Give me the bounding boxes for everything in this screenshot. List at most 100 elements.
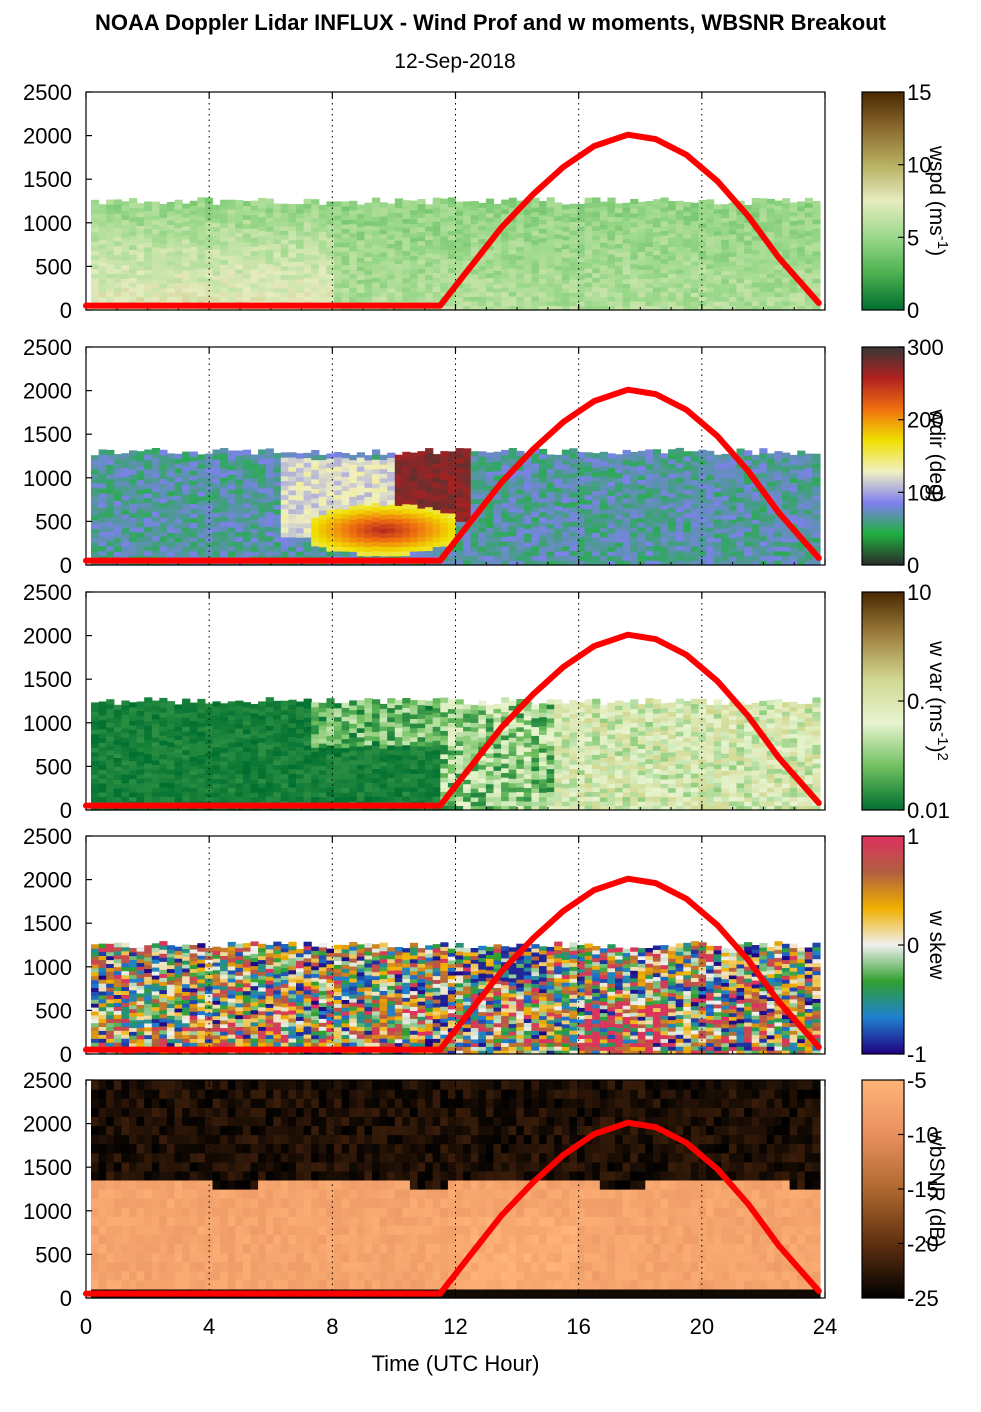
heatmap-cell [561,468,570,475]
heatmap-cell [569,265,578,271]
heatmap-cell [212,526,221,532]
heatmap-cell [159,265,168,271]
heatmap-cell [364,274,373,280]
heatmap-cell [182,208,191,213]
heatmap-cell [523,209,532,215]
heatmap-cell [129,536,138,542]
heatmap-cell [523,254,532,261]
heatmap-cell [599,494,608,500]
heatmap-cell [744,253,753,259]
heatmap-cell [554,532,563,539]
heatmap-cell [766,300,775,306]
heatmap-cell [212,231,221,237]
heatmap-cell [501,245,510,251]
heatmap-cell [713,279,722,285]
heatmap-cell [440,268,449,274]
heatmap-cell [759,472,768,479]
heatmap-cell [782,452,791,458]
heatmap-cell [622,207,631,213]
heatmap-cell [326,201,335,207]
heatmap-cell [447,244,457,250]
heatmap-cell [561,213,570,219]
heatmap-cell [546,253,555,259]
heatmap-cell [728,464,738,470]
heatmap-cell [227,204,236,210]
heatmap-cell [501,512,510,518]
heatmap-cell [212,459,221,465]
heatmap-cell [546,239,555,245]
heatmap-cell [759,511,768,517]
heatmap-cell [121,541,130,547]
heatmap-cell [144,739,153,745]
heatmap-cell [166,485,176,492]
heatmap-cell [197,505,206,511]
heatmap-cell [98,265,107,271]
heatmap-cell [166,296,176,302]
heatmap-cell [258,197,267,204]
heatmap-cell [121,291,130,297]
heatmap-cell [242,251,252,257]
heatmap-cell [364,269,373,275]
heatmap-cell [341,255,350,261]
heatmap-cell [106,483,115,489]
heatmap-cell [561,478,570,484]
heatmap-cell [280,499,289,505]
heatmap-cell [106,745,115,751]
heatmap-cell [250,232,259,238]
heatmap-cell [151,224,160,230]
heatmap-cell [394,496,403,502]
heatmap-cell [91,715,100,721]
heatmap-cell [98,235,107,241]
heatmap-cell [660,462,669,468]
heatmap-cell [744,498,753,504]
heatmap-cell [683,479,692,485]
heatmap-cell [751,277,760,283]
heatmap-cell [113,537,122,543]
heatmap-cell [212,545,221,552]
heatmap-cell [235,460,244,466]
heatmap-cell [296,283,305,289]
heatmap-cell [622,545,631,552]
heatmap-cell [622,493,631,499]
heatmap-cell [364,283,373,289]
heatmap-cell [706,273,715,279]
heatmap-cell [637,264,646,270]
heatmap-cell [470,470,479,476]
heatmap-cell [113,213,122,219]
heatmap-cell [728,269,738,275]
heatmap-cell [683,527,692,533]
heatmap-cell [280,541,289,547]
heatmap-cell [311,507,320,513]
heatmap-cell [782,291,791,297]
heatmap-cell [599,461,608,467]
heatmap-cell [493,475,502,481]
heatmap-cell [455,521,464,527]
heatmap-cell [569,457,578,464]
heatmap-cell [463,492,472,498]
heatmap-cell [508,448,517,454]
heatmap-cell [417,527,426,533]
heatmap-cell [349,259,358,266]
heatmap-cell [584,485,593,491]
heatmap-cell [318,266,327,272]
heatmap-cell [121,210,130,216]
heatmap-cell [341,210,350,216]
heatmap-cell [812,527,821,534]
heatmap-cell [402,541,411,547]
heatmap-cell [212,213,221,219]
heatmap-cell [675,550,684,556]
heatmap-cell [584,263,593,269]
heatmap-cell [447,479,457,486]
heatmap-cell [364,211,373,217]
heatmap-cell [523,546,532,552]
heatmap-cell [106,786,115,793]
heatmap-cell [372,502,381,508]
heatmap-cell [394,207,403,213]
heatmap-cell [645,205,654,211]
heatmap-cell [706,300,715,306]
heatmap-cell [539,201,548,207]
heatmap-cell [766,551,775,557]
heatmap-cell [159,531,168,537]
heatmap-cell [341,219,350,225]
heatmap-cell [652,521,662,527]
